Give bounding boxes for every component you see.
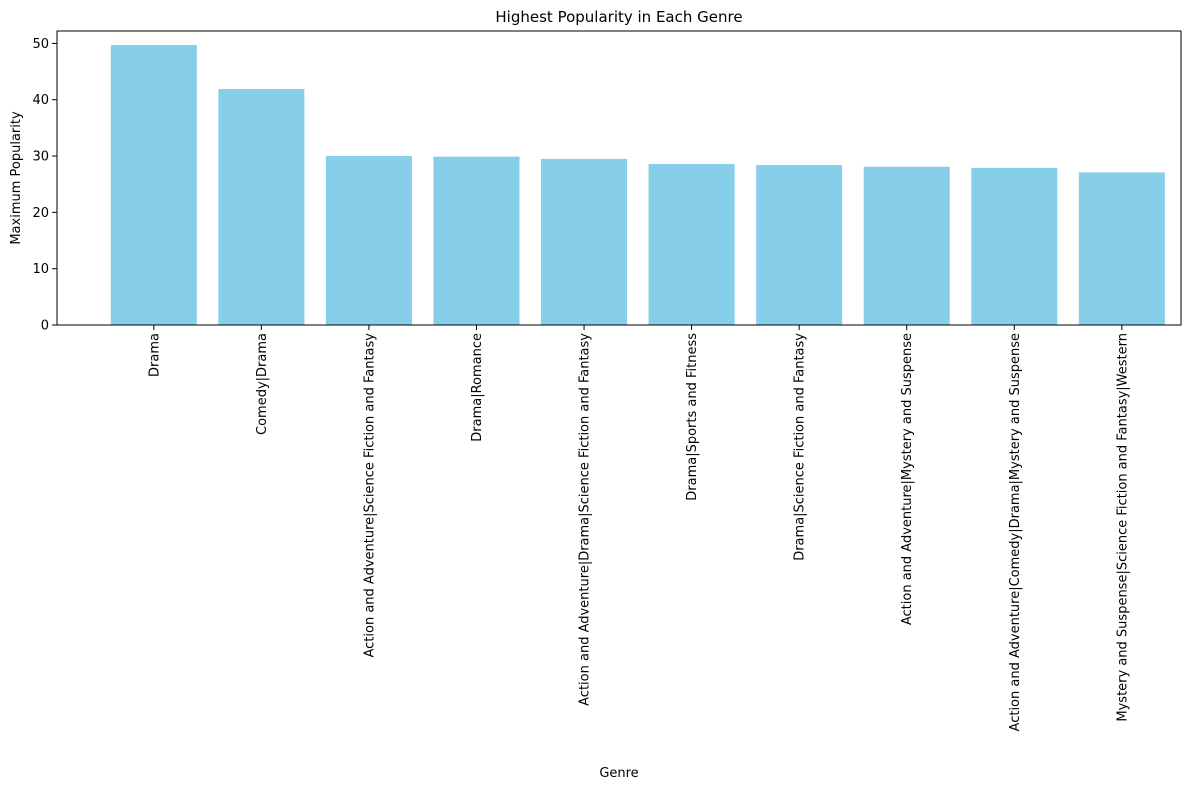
bar-4 xyxy=(433,156,520,325)
y-tick-label: 10 xyxy=(32,262,49,277)
x-tick-label: Comedy|Drama xyxy=(255,333,270,435)
x-tick-label: Action and Adventure|Science Fiction and… xyxy=(362,333,377,658)
bar-7 xyxy=(756,165,843,325)
x-tick-label: Drama xyxy=(147,333,162,377)
x-tick-label: Drama|Science Fiction and Fantasy xyxy=(793,333,808,561)
chart-title: Highest Popularity in Each Genre xyxy=(495,8,742,26)
y-tick-label: 40 xyxy=(32,93,49,108)
bar-2 xyxy=(218,89,305,325)
y-axis: 0 10 20 30 40 50 xyxy=(32,37,57,334)
x-tick-label: Drama|Romance xyxy=(470,333,485,442)
x-axis: Drama Comedy|Drama Action and Adventure|Sc… xyxy=(147,325,1130,731)
x-tick-label: Action and Adventure|Drama|Science Ficti… xyxy=(578,333,593,706)
bar-6 xyxy=(648,163,735,325)
x-tick-label: Action and Adventure|Mystery and Suspens… xyxy=(900,333,915,625)
x-tick-label: Mystery and Suspense|Science Fiction and… xyxy=(1115,333,1130,722)
y-tick-label: 20 xyxy=(32,206,49,221)
y-tick-label: 30 xyxy=(32,150,49,165)
bar-8 xyxy=(863,166,950,325)
plot-frame xyxy=(56,30,1182,326)
bar-5 xyxy=(541,158,628,325)
bar-9 xyxy=(971,167,1058,325)
bar-3 xyxy=(325,156,412,325)
bars-layer xyxy=(110,45,1165,325)
bar-10 xyxy=(1078,172,1165,325)
x-tick-label: Action and Adventure|Comedy|Drama|Myster… xyxy=(1008,333,1023,731)
y-tick-label: 0 xyxy=(41,319,49,334)
x-tick-label: Drama|Sports and Fitness xyxy=(685,333,700,501)
bar-1 xyxy=(110,45,197,325)
y-tick-label: 50 xyxy=(32,37,49,52)
y-axis-label: Maximum Popularity xyxy=(9,111,24,245)
x-axis-label: Genre xyxy=(599,766,638,781)
